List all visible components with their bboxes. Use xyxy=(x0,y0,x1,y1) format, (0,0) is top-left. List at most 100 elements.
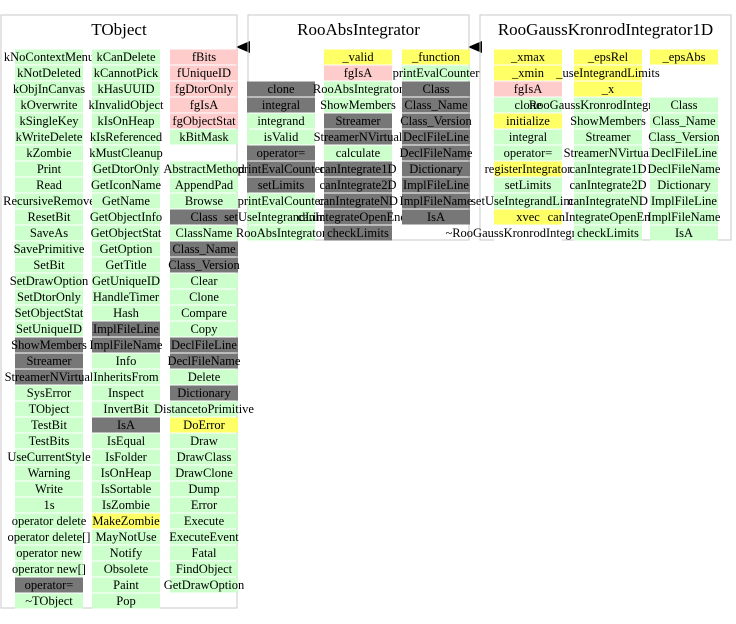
member-name: fgDtorOnly xyxy=(175,82,234,96)
member-name: StreamerNVirtual xyxy=(5,370,94,384)
member-cell xyxy=(92,369,160,385)
member-cell xyxy=(170,337,238,353)
member-name: integral xyxy=(509,130,548,144)
inheritance-arrow xyxy=(468,41,482,53)
member-cell xyxy=(574,145,642,161)
member-name: registerIntegrator xyxy=(485,162,573,176)
member-name: fgIsA xyxy=(344,66,372,80)
member-name: _function xyxy=(411,50,461,64)
member-name: xvec xyxy=(516,210,540,224)
member-cell xyxy=(15,289,83,305)
member-name: ResetBit xyxy=(27,210,71,224)
member-cell xyxy=(92,561,160,577)
member-cell xyxy=(170,305,238,321)
member-name: operator= xyxy=(25,578,74,592)
member-name: SetBit xyxy=(33,258,65,272)
member-cell xyxy=(247,129,315,145)
member-cell xyxy=(92,545,160,561)
member-name: kNotDeleted xyxy=(17,66,82,80)
member-name: GetObjectStat xyxy=(91,226,162,240)
member-cell xyxy=(92,145,160,161)
member-name: canIntegrate2D xyxy=(319,178,396,192)
member-cell xyxy=(92,289,160,305)
member-cell xyxy=(402,177,470,193)
member-cell xyxy=(494,81,562,97)
member-cell xyxy=(494,177,562,193)
member-name: Streamer xyxy=(585,130,631,144)
member-name: ShowMembers xyxy=(570,114,646,128)
member-cell xyxy=(170,401,238,417)
member-name: Delete xyxy=(188,370,221,384)
member-name: fUniqueID xyxy=(177,66,231,80)
member-cell xyxy=(170,321,238,337)
member-cell xyxy=(92,209,160,225)
member-name: IsA xyxy=(117,418,135,432)
member-name: setLimits xyxy=(258,178,305,192)
member-cell xyxy=(247,113,315,129)
member-cell xyxy=(15,305,83,321)
member-name: printEvalCounter xyxy=(393,66,481,80)
member-cell xyxy=(15,369,83,385)
member-name: Streamer xyxy=(335,114,381,128)
member-name: _epsAbs xyxy=(661,50,705,64)
member-cell xyxy=(170,65,238,81)
member-name: AbstractMethod xyxy=(163,162,245,176)
member-name: ClassName xyxy=(176,226,233,240)
member-cell xyxy=(574,177,642,193)
member-name: ShowMembers xyxy=(11,338,87,352)
member-name: Class_Name xyxy=(172,242,236,256)
member-name: Notify xyxy=(110,546,143,560)
member-name: 1s xyxy=(43,498,54,512)
member-cell xyxy=(15,561,83,577)
member-cell xyxy=(170,529,238,545)
member-name: GetIconName xyxy=(91,178,162,192)
member-cell xyxy=(170,561,238,577)
member-cell xyxy=(92,241,160,257)
member-name: ImplFileLine xyxy=(403,178,469,192)
member-cell xyxy=(170,481,238,497)
member-name: ImplFileLine xyxy=(93,322,159,336)
member-name: InvertBit xyxy=(103,402,149,416)
member-name: DeclFileName xyxy=(648,162,721,176)
member-name: Read xyxy=(36,178,62,192)
member-name: Class xyxy=(670,98,697,112)
member-name: _xmin xyxy=(511,66,545,80)
member-cell xyxy=(574,161,642,177)
member-name: Streamer xyxy=(26,354,72,368)
member-name: checkLimits xyxy=(327,226,389,240)
member-name: Dictionary xyxy=(177,386,231,400)
member-cell xyxy=(15,353,83,369)
member-cell xyxy=(170,129,238,145)
member-cell xyxy=(247,177,315,193)
member-name: UseCurrentStyle xyxy=(7,450,91,464)
member-cell xyxy=(170,385,238,401)
member-cell xyxy=(402,81,470,97)
member-name: InheritsFrom xyxy=(93,370,159,384)
member-cell xyxy=(170,465,238,481)
member-cell xyxy=(170,177,238,193)
member-cell xyxy=(170,193,238,209)
inheritance-arrow xyxy=(236,41,250,53)
member-name: kBitMask xyxy=(179,130,229,144)
member-cell xyxy=(92,193,160,209)
member-name: kHasUUID xyxy=(98,82,155,96)
member-name: kMustCleanup xyxy=(89,146,163,160)
member-cell xyxy=(92,465,160,481)
member-name: kObjInCanvas xyxy=(13,82,85,96)
member-name: Class_Version xyxy=(648,130,720,144)
member-cell xyxy=(15,433,83,449)
member-name: SetDtorOnly xyxy=(17,290,82,304)
member-name: RooAbsIntegrator xyxy=(313,82,404,96)
member-cell xyxy=(650,161,718,177)
member-name: ~RooGaussKronrodIntegrator1D xyxy=(445,226,610,240)
member-cell xyxy=(92,577,160,593)
member-cell xyxy=(494,129,562,145)
member-name: Hash xyxy=(113,306,139,320)
member-cell xyxy=(15,417,83,433)
member-name: Execute xyxy=(184,514,225,528)
member-name: clone xyxy=(267,82,295,96)
member-name: kNoContextMenu xyxy=(4,50,95,64)
member-name: Draw xyxy=(190,434,218,448)
member-cell xyxy=(494,113,562,129)
member-cell xyxy=(15,449,83,465)
